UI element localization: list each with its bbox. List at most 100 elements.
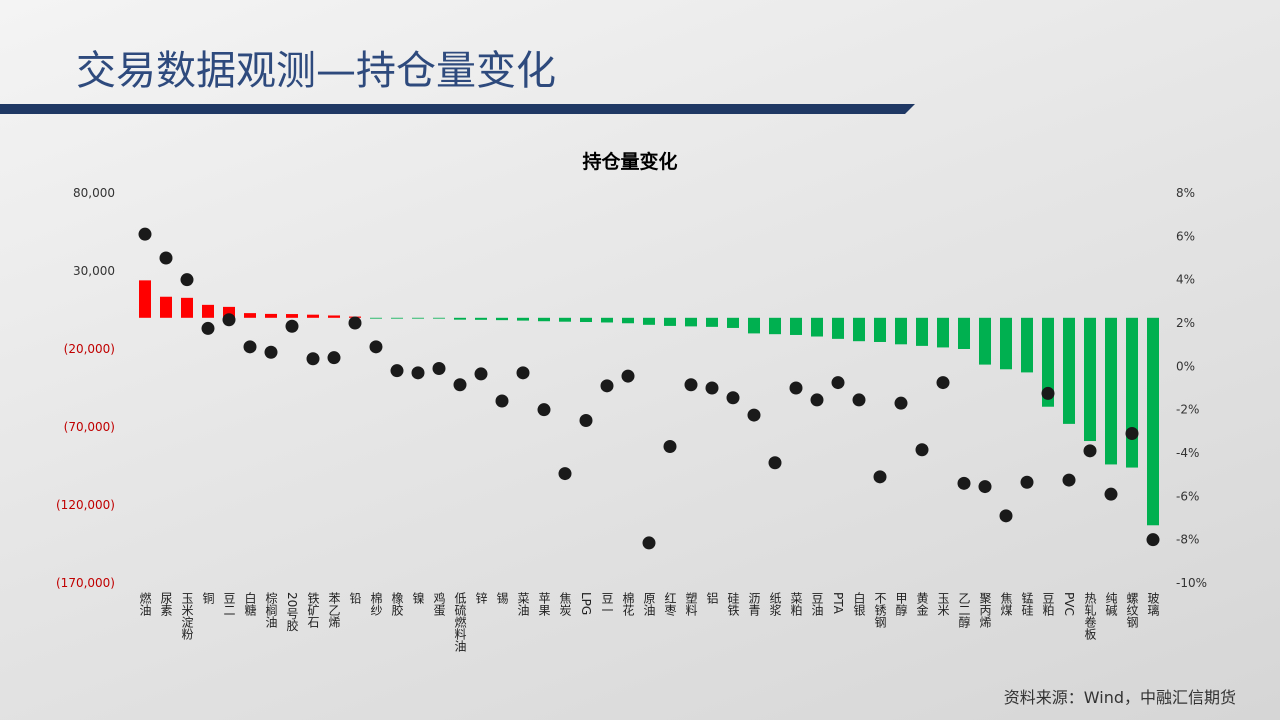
title-stripe bbox=[0, 104, 905, 114]
x-tick-label: 豆油 bbox=[810, 592, 824, 616]
x-tick-label: 锡 bbox=[495, 591, 509, 605]
bar bbox=[370, 317, 382, 319]
dot bbox=[411, 366, 425, 380]
dot bbox=[852, 393, 866, 407]
y-tick-label: (20,000) bbox=[64, 342, 115, 356]
dot bbox=[663, 440, 677, 453]
bar bbox=[958, 317, 970, 349]
dot bbox=[558, 467, 572, 481]
x-tick-label: PVC bbox=[1062, 592, 1076, 616]
y2-tick-label: 8% bbox=[1176, 186, 1195, 200]
dot bbox=[1062, 473, 1076, 487]
stripe-end bbox=[905, 104, 915, 114]
x-tick-label: 菜油 bbox=[516, 592, 530, 616]
bar bbox=[307, 314, 319, 318]
bar bbox=[475, 317, 487, 320]
bar bbox=[769, 317, 781, 335]
x-tick-label: 铝 bbox=[705, 591, 719, 604]
bar bbox=[391, 317, 403, 319]
x-tick-label: PTA bbox=[831, 592, 845, 615]
x-tick-label: 棕榈油 bbox=[264, 591, 278, 628]
x-tick-label: 锰硅 bbox=[1020, 591, 1034, 616]
x-tick-label: 沥青 bbox=[747, 592, 761, 617]
bar bbox=[937, 317, 949, 348]
bar bbox=[433, 317, 445, 319]
x-tick-label: 镍 bbox=[411, 592, 425, 604]
dot bbox=[327, 351, 341, 365]
x-tick-label: 原油 bbox=[642, 592, 656, 616]
bar bbox=[517, 317, 529, 321]
x-tick-label: 白银 bbox=[852, 591, 866, 616]
y2-tick-label: 4% bbox=[1176, 273, 1195, 287]
bar bbox=[706, 317, 718, 327]
dot bbox=[453, 378, 467, 392]
x-tick-label: 豆粕 bbox=[1041, 592, 1055, 616]
y2-tick-label: -4% bbox=[1176, 446, 1199, 460]
x-tick-label: 乙二醇 bbox=[957, 592, 971, 628]
dot bbox=[957, 476, 971, 490]
chart-title: 持仓量变化 bbox=[582, 150, 677, 173]
dot bbox=[600, 379, 614, 393]
x-tick-label: 苯乙烯 bbox=[327, 592, 341, 628]
bar bbox=[874, 317, 886, 342]
bar bbox=[223, 306, 235, 318]
bar bbox=[181, 297, 193, 318]
dot bbox=[159, 251, 173, 265]
dot bbox=[369, 340, 383, 354]
bar bbox=[496, 317, 508, 321]
x-tick-label: 橡胶 bbox=[390, 592, 404, 617]
dot bbox=[1041, 386, 1055, 400]
bar bbox=[1021, 317, 1033, 373]
bar bbox=[643, 317, 655, 325]
bar bbox=[853, 317, 865, 342]
y2-tick-label: -6% bbox=[1176, 489, 1199, 503]
x-tick-label: 玉米淀粉 bbox=[180, 592, 194, 640]
x-tick-label: 黄金 bbox=[915, 592, 929, 616]
dot bbox=[810, 393, 824, 407]
bar bbox=[538, 317, 550, 322]
bar bbox=[454, 317, 466, 320]
dot bbox=[789, 381, 803, 395]
y2-tick-label: 2% bbox=[1176, 316, 1195, 330]
x-tick-label: 锌 bbox=[474, 592, 488, 604]
x-tick-label: 鸡蛋 bbox=[432, 591, 446, 617]
x-tick-label: 硅铁 bbox=[726, 592, 740, 616]
x-tick-label: 棉纱 bbox=[369, 592, 383, 616]
bar bbox=[1042, 317, 1054, 407]
x-tick-label: 玻璃 bbox=[1146, 592, 1160, 617]
y2-tick-label: -8% bbox=[1176, 533, 1199, 547]
x-tick-label: 豆一 bbox=[600, 592, 614, 616]
bar bbox=[832, 317, 844, 339]
x-tick-label: 苹果 bbox=[537, 592, 551, 616]
dot bbox=[831, 376, 845, 390]
bar bbox=[1063, 317, 1075, 424]
bar bbox=[1000, 317, 1012, 370]
bar bbox=[895, 317, 907, 345]
bar bbox=[916, 317, 928, 346]
bar bbox=[265, 313, 277, 318]
y2-tick-label: 6% bbox=[1176, 229, 1195, 243]
dot bbox=[579, 414, 593, 427]
source-note: 资料来源：Wind，中融汇信期货 bbox=[1004, 688, 1236, 707]
bar bbox=[748, 317, 760, 334]
bar bbox=[622, 317, 634, 324]
x-tick-label: 铁矿石 bbox=[306, 592, 320, 628]
dot bbox=[390, 364, 404, 378]
dot bbox=[621, 369, 635, 383]
bar bbox=[685, 317, 697, 327]
dot bbox=[642, 536, 656, 550]
dot bbox=[1104, 487, 1118, 501]
y-tick-label: (70,000) bbox=[64, 420, 115, 434]
slide-title: 交易数据观测—持仓量变化 bbox=[76, 48, 556, 94]
dot bbox=[495, 394, 509, 408]
x-tick-label: LPG bbox=[579, 592, 593, 615]
dot bbox=[936, 376, 950, 390]
dot bbox=[306, 352, 320, 366]
bar bbox=[412, 317, 424, 319]
dot bbox=[684, 378, 698, 392]
dot bbox=[243, 340, 257, 354]
x-tick-label: 尿素 bbox=[159, 592, 173, 616]
dot bbox=[138, 227, 152, 241]
x-tick-label: 玉米 bbox=[936, 592, 950, 616]
